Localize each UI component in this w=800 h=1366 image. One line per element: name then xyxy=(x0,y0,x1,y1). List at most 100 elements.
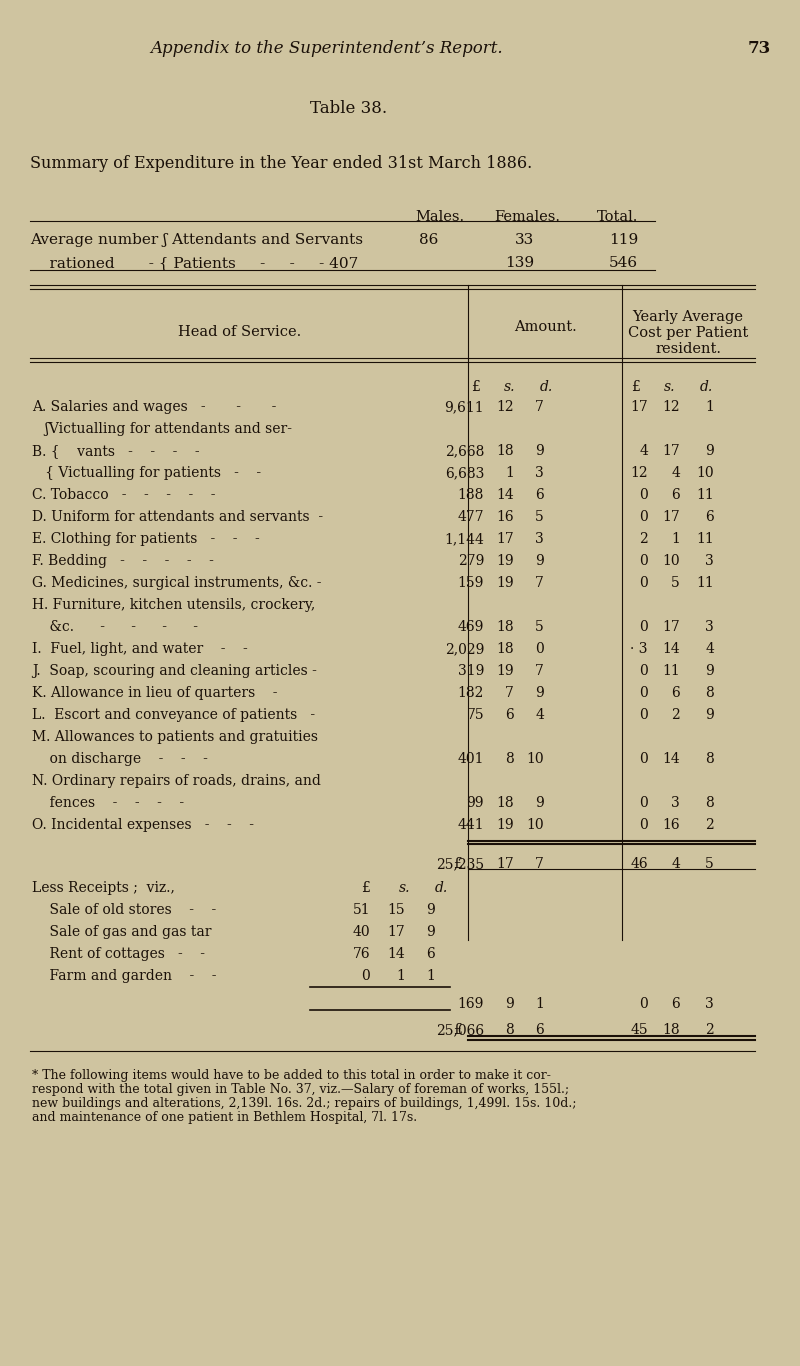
Text: 4: 4 xyxy=(639,444,648,458)
Text: 5: 5 xyxy=(535,510,544,525)
Text: £: £ xyxy=(453,856,462,872)
Text: 319: 319 xyxy=(458,664,484,678)
Text: 17: 17 xyxy=(630,400,648,414)
Text: &c.      -      -      -      -: &c. - - - - xyxy=(32,620,198,634)
Text: { Victualling for patients   -    -: { Victualling for patients - - xyxy=(32,466,261,479)
Text: 2: 2 xyxy=(706,818,714,832)
Text: 9: 9 xyxy=(426,925,435,938)
Text: 9: 9 xyxy=(706,664,714,678)
Text: d.: d. xyxy=(700,380,714,393)
Text: 2: 2 xyxy=(671,708,680,723)
Text: 9: 9 xyxy=(535,444,544,458)
Text: 182: 182 xyxy=(458,686,484,699)
Text: 469: 469 xyxy=(458,620,484,634)
Text: 3: 3 xyxy=(706,997,714,1011)
Text: 10: 10 xyxy=(526,818,544,832)
Text: on discharge    -    -    -: on discharge - - - xyxy=(32,753,208,766)
Text: Summary of Expenditure in the Year ended 31st March 1886.: Summary of Expenditure in the Year ended… xyxy=(30,154,532,172)
Text: new buildings and alterations, 2,139l. 16s. 2d.; repairs of buildings, 1,499l. 1: new buildings and alterations, 2,139l. 1… xyxy=(32,1097,577,1111)
Text: 14: 14 xyxy=(387,947,405,962)
Text: 18: 18 xyxy=(496,444,514,458)
Text: 5: 5 xyxy=(535,620,544,634)
Text: 19: 19 xyxy=(496,576,514,590)
Text: 16: 16 xyxy=(662,818,680,832)
Text: 441: 441 xyxy=(458,818,484,832)
Text: 0: 0 xyxy=(639,753,648,766)
Text: 18: 18 xyxy=(496,620,514,634)
Text: 3: 3 xyxy=(671,796,680,810)
Text: 8: 8 xyxy=(506,753,514,766)
Text: 45: 45 xyxy=(630,1023,648,1037)
Text: 0: 0 xyxy=(639,510,648,525)
Text: · 3: · 3 xyxy=(630,642,648,656)
Text: and maintenance of one patient in Bethlem Hospital, 7l. 17s.: and maintenance of one patient in Bethle… xyxy=(32,1111,417,1124)
Text: Females.: Females. xyxy=(494,210,560,224)
Text: Sale of old stores    -    -: Sale of old stores - - xyxy=(32,903,216,917)
Text: M. Allowances to patients and gratuities: M. Allowances to patients and gratuities xyxy=(32,729,318,744)
Text: fences    -    -    -    -: fences - - - - xyxy=(32,796,184,810)
Text: s.: s. xyxy=(664,380,676,393)
Text: 5: 5 xyxy=(706,856,714,872)
Text: 1: 1 xyxy=(671,531,680,546)
Text: 3: 3 xyxy=(706,620,714,634)
Text: 0: 0 xyxy=(639,686,648,699)
Text: 12: 12 xyxy=(630,466,648,479)
Text: respond with the total given in Table No. 37, viz.—Salary of foreman of works, 1: respond with the total given in Table No… xyxy=(32,1083,569,1096)
Text: O. Incidental expenses   -    -    -: O. Incidental expenses - - - xyxy=(32,818,254,832)
Text: 0: 0 xyxy=(639,818,648,832)
Text: 46: 46 xyxy=(630,856,648,872)
Text: 1: 1 xyxy=(535,997,544,1011)
Text: I.  Fuel, light, and water    -    -: I. Fuel, light, and water - - xyxy=(32,642,248,656)
Text: 4: 4 xyxy=(535,708,544,723)
Text: 5: 5 xyxy=(671,576,680,590)
Text: 9: 9 xyxy=(535,555,544,568)
Text: 0: 0 xyxy=(535,642,544,656)
Text: 0: 0 xyxy=(639,620,648,634)
Text: 0: 0 xyxy=(639,997,648,1011)
Text: 1: 1 xyxy=(396,968,405,984)
Text: 10: 10 xyxy=(526,753,544,766)
Text: 6: 6 xyxy=(535,488,544,501)
Text: 18: 18 xyxy=(662,1023,680,1037)
Text: 4: 4 xyxy=(671,466,680,479)
Text: 17: 17 xyxy=(387,925,405,938)
Text: 9: 9 xyxy=(426,903,435,917)
Text: 17: 17 xyxy=(662,444,680,458)
Text: 1,144: 1,144 xyxy=(444,531,484,546)
Text: 2,029: 2,029 xyxy=(445,642,484,656)
Text: 19: 19 xyxy=(496,555,514,568)
Text: D. Uniform for attendants and servants  -: D. Uniform for attendants and servants - xyxy=(32,510,323,525)
Text: 7: 7 xyxy=(535,664,544,678)
Text: 6,683: 6,683 xyxy=(445,466,484,479)
Text: 0: 0 xyxy=(639,576,648,590)
Text: 99: 99 xyxy=(466,796,484,810)
Text: 2,668: 2,668 xyxy=(445,444,484,458)
Text: 9: 9 xyxy=(506,997,514,1011)
Text: Head of Service.: Head of Service. xyxy=(178,325,302,339)
Text: d.: d. xyxy=(435,881,448,895)
Text: 0: 0 xyxy=(362,968,370,984)
Text: 3: 3 xyxy=(535,466,544,479)
Text: B. {    vants   -    -    -    -: B. { vants - - - - xyxy=(32,444,200,458)
Text: 9: 9 xyxy=(535,686,544,699)
Text: 18: 18 xyxy=(496,796,514,810)
Text: Farm and garden    -    -: Farm and garden - - xyxy=(32,968,217,984)
Text: E. Clothing for patients   -    -    -: E. Clothing for patients - - - xyxy=(32,531,260,546)
Text: d.: d. xyxy=(540,380,554,393)
Text: 1: 1 xyxy=(705,400,714,414)
Text: 11: 11 xyxy=(662,664,680,678)
Text: 6: 6 xyxy=(535,1023,544,1037)
Text: Less Receipts ;  viz.,: Less Receipts ; viz., xyxy=(32,881,175,895)
Text: G. Medicines, surgical instruments, &c. -: G. Medicines, surgical instruments, &c. … xyxy=(32,576,322,590)
Text: 3: 3 xyxy=(706,555,714,568)
Text: 0: 0 xyxy=(639,796,648,810)
Text: 8: 8 xyxy=(706,686,714,699)
Text: 8: 8 xyxy=(706,753,714,766)
Text: 0: 0 xyxy=(639,708,648,723)
Text: 6: 6 xyxy=(506,708,514,723)
Text: 33: 33 xyxy=(514,234,534,247)
Text: 14: 14 xyxy=(496,488,514,501)
Text: 17: 17 xyxy=(496,531,514,546)
Text: £: £ xyxy=(361,881,370,895)
Text: 6: 6 xyxy=(671,686,680,699)
